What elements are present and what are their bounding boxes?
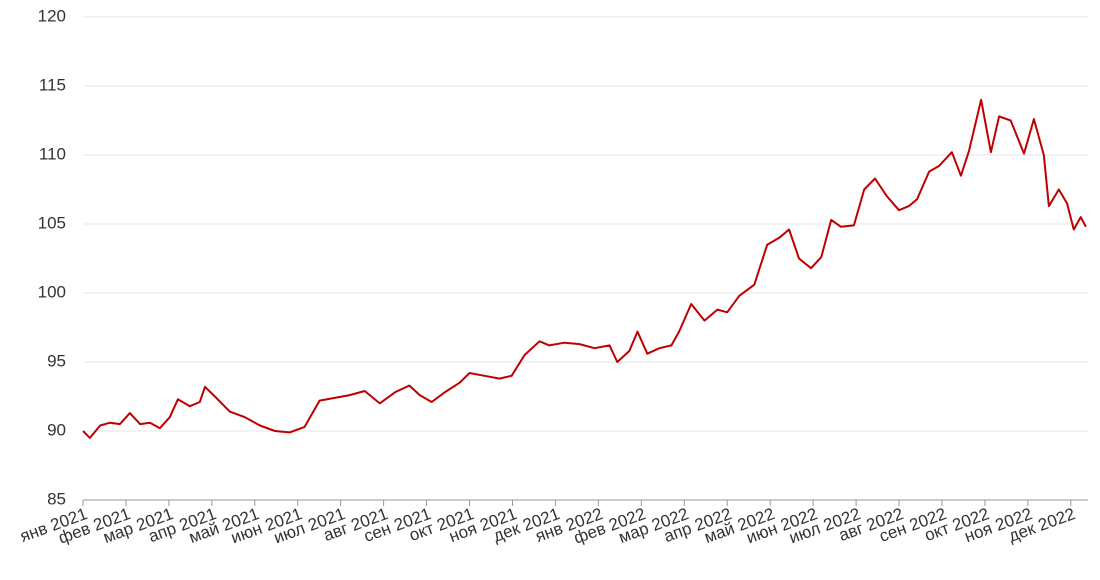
- y-tick-label: 90: [47, 420, 66, 439]
- y-tick-label: 120: [38, 6, 66, 25]
- y-tick-label: 110: [39, 144, 66, 163]
- y-tick-label: 100: [38, 282, 66, 301]
- y-tick-label: 95: [47, 351, 66, 370]
- y-tick-label: 85: [47, 489, 66, 508]
- series-line: [82, 98, 1087, 439]
- y-tick-label: 115: [39, 75, 66, 94]
- y-tick-label: 105: [38, 213, 66, 232]
